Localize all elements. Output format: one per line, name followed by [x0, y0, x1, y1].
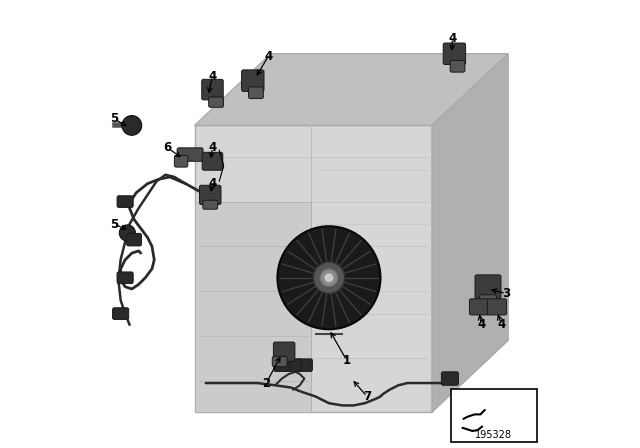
- FancyBboxPatch shape: [248, 87, 263, 99]
- Text: 5: 5: [110, 217, 118, 231]
- FancyBboxPatch shape: [274, 359, 290, 371]
- Text: 4: 4: [209, 69, 216, 83]
- Circle shape: [119, 225, 136, 241]
- Polygon shape: [195, 125, 432, 412]
- FancyBboxPatch shape: [451, 389, 538, 442]
- FancyBboxPatch shape: [174, 155, 188, 167]
- FancyBboxPatch shape: [285, 359, 301, 371]
- FancyBboxPatch shape: [241, 70, 264, 91]
- FancyBboxPatch shape: [202, 79, 223, 100]
- Text: 7: 7: [363, 390, 371, 403]
- Polygon shape: [195, 54, 508, 125]
- Text: 4: 4: [209, 141, 216, 155]
- FancyBboxPatch shape: [273, 342, 295, 361]
- Circle shape: [122, 116, 141, 135]
- Text: 4: 4: [448, 31, 456, 45]
- FancyBboxPatch shape: [127, 233, 141, 246]
- Polygon shape: [432, 54, 508, 412]
- FancyBboxPatch shape: [177, 148, 203, 161]
- Text: 4: 4: [477, 318, 485, 332]
- FancyBboxPatch shape: [203, 200, 218, 209]
- FancyBboxPatch shape: [117, 272, 133, 284]
- FancyBboxPatch shape: [296, 359, 312, 371]
- Text: 5: 5: [110, 112, 118, 125]
- Polygon shape: [195, 202, 311, 412]
- Text: 2: 2: [262, 376, 270, 390]
- FancyBboxPatch shape: [469, 299, 489, 315]
- Text: 3: 3: [502, 287, 510, 300]
- FancyBboxPatch shape: [479, 295, 497, 307]
- Text: 195328: 195328: [476, 431, 513, 440]
- Text: 4: 4: [209, 177, 216, 190]
- FancyBboxPatch shape: [113, 308, 129, 319]
- FancyBboxPatch shape: [442, 372, 458, 385]
- FancyBboxPatch shape: [272, 357, 287, 366]
- FancyBboxPatch shape: [450, 60, 465, 72]
- FancyBboxPatch shape: [475, 275, 501, 299]
- Text: 4: 4: [497, 318, 506, 332]
- Circle shape: [278, 226, 380, 329]
- Text: 1: 1: [343, 354, 351, 367]
- FancyBboxPatch shape: [200, 185, 221, 204]
- FancyBboxPatch shape: [209, 97, 223, 108]
- Circle shape: [320, 269, 338, 287]
- FancyBboxPatch shape: [443, 43, 466, 65]
- FancyBboxPatch shape: [202, 152, 223, 170]
- Text: 4: 4: [264, 49, 273, 63]
- Circle shape: [314, 262, 345, 293]
- FancyBboxPatch shape: [117, 196, 133, 207]
- Circle shape: [324, 273, 333, 282]
- Text: 6: 6: [164, 141, 172, 155]
- FancyBboxPatch shape: [487, 299, 507, 315]
